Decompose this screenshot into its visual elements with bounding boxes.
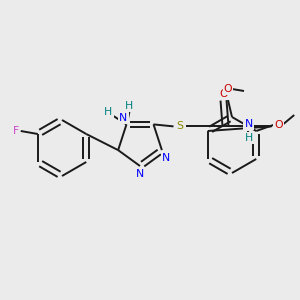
Text: H: H	[104, 107, 112, 117]
Text: N: N	[244, 119, 253, 129]
Text: H: H	[125, 101, 134, 111]
Text: N: N	[119, 113, 128, 123]
Text: O: O	[224, 84, 232, 94]
Text: H: H	[244, 134, 253, 143]
Text: N: N	[136, 169, 144, 179]
Text: F: F	[13, 126, 19, 136]
Text: S: S	[176, 122, 183, 131]
Text: N: N	[162, 153, 170, 163]
Text: O: O	[274, 120, 283, 130]
Text: O: O	[219, 89, 228, 99]
